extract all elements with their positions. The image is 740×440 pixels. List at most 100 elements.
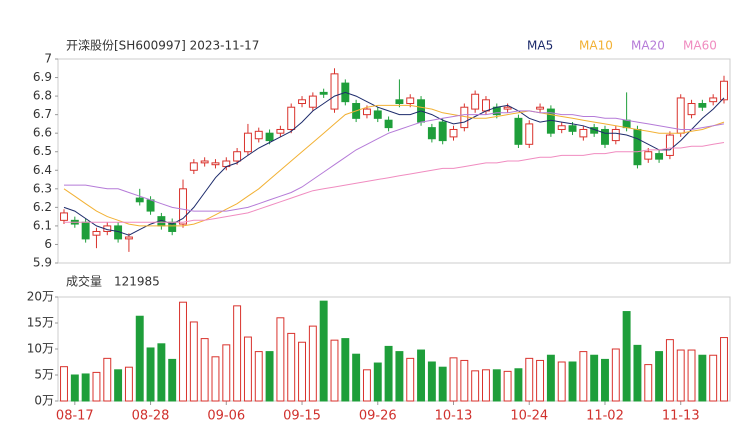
volume-bar	[622, 311, 631, 402]
candle-body	[460, 106, 469, 129]
volume-bar	[81, 373, 90, 402]
volume-bar	[698, 354, 707, 402]
volume-tick-label: 15万	[27, 316, 54, 330]
x-tick-label: 08-28	[132, 409, 170, 424]
volume-bar	[492, 369, 501, 402]
candle-body	[579, 128, 588, 138]
volume-bar	[135, 315, 144, 402]
candle-body	[81, 221, 90, 240]
y-tick-label: 6.1	[33, 218, 52, 232]
y-tick-label: 6.2	[33, 200, 52, 214]
volume-tick-label: 5万	[34, 368, 54, 382]
volume-bar	[276, 317, 285, 402]
candle-body	[557, 125, 566, 130]
volume-bar	[352, 353, 361, 402]
ma-line	[64, 110, 725, 212]
volume-latest: 121985	[114, 275, 160, 289]
volume-tick-label: 10万	[27, 342, 54, 356]
volume-bar	[211, 356, 220, 402]
volume-bar	[536, 359, 545, 402]
volume-bar	[362, 369, 371, 402]
candle-body	[319, 91, 328, 95]
volume-bar	[254, 351, 263, 402]
volume-tick-label: 0万	[34, 394, 54, 408]
legend-label: MA5	[527, 39, 553, 53]
ma-line	[63, 91, 725, 236]
volume-bar	[579, 351, 588, 402]
volume-bar	[243, 336, 252, 402]
candle-body	[503, 106, 512, 110]
x-tick-label: 11-02	[586, 409, 624, 424]
volume-bar	[644, 364, 653, 402]
volume-bar	[503, 370, 512, 402]
candle-body	[709, 97, 718, 103]
candle-body	[298, 99, 306, 105]
candle-body	[233, 151, 242, 162]
candle-body	[427, 127, 436, 140]
volume-bar	[287, 332, 296, 402]
volume-bar	[406, 357, 415, 402]
y-tick-label: 6.8	[33, 89, 52, 103]
volume-bar	[687, 349, 696, 402]
ma-line	[63, 104, 725, 227]
candle-body	[536, 106, 545, 110]
candle-body	[135, 197, 144, 203]
volume-bar	[557, 361, 566, 402]
volume-bar	[103, 357, 112, 402]
volume-bar	[655, 351, 664, 402]
volume-bar	[460, 359, 469, 402]
volume-bar	[471, 370, 480, 402]
candle-body	[200, 160, 209, 164]
candle-body	[395, 99, 404, 105]
candle-body	[449, 128, 458, 138]
candle-body	[482, 99, 490, 112]
candle-body	[611, 128, 620, 142]
chart-title: 开滦股份[SH600997] 2023-11-17	[66, 38, 259, 53]
volume-label: 成交量	[66, 274, 102, 289]
candle-body	[676, 97, 685, 134]
candle-body	[514, 117, 523, 145]
volume-bar	[124, 366, 133, 402]
candle-body	[308, 95, 317, 108]
legend-label: MA10	[579, 39, 613, 53]
volume-bar	[146, 347, 155, 402]
volume-bar	[601, 358, 609, 402]
candle-body	[644, 151, 653, 160]
volume-bar	[665, 339, 674, 402]
volume-bar	[114, 369, 123, 402]
volume-bar	[438, 366, 447, 402]
y-tick-label: 6.4	[33, 163, 52, 177]
volume-bar	[611, 348, 620, 402]
volume-bar	[168, 358, 177, 402]
x-tick-label: 08-17	[56, 409, 94, 424]
volume-bar	[179, 301, 187, 402]
volume-bar	[189, 321, 198, 402]
candle-body	[362, 108, 371, 116]
candle-body	[655, 153, 664, 160]
x-tick-label: 09-26	[359, 409, 397, 424]
volume-bar	[319, 300, 328, 402]
y-tick-label: 6.9	[33, 70, 52, 84]
candle-body	[60, 212, 68, 221]
candle-body	[622, 119, 631, 129]
volume-bar	[222, 344, 231, 402]
volume-bar	[720, 337, 728, 402]
volume-bar	[514, 368, 523, 402]
volume-bar	[384, 345, 393, 402]
candle-body	[568, 125, 577, 132]
volume-bar	[330, 339, 339, 402]
legend-label: MA20	[631, 39, 665, 53]
y-tick-label: 6.7	[33, 107, 52, 121]
candle-body	[687, 103, 696, 116]
candle-body	[92, 230, 101, 236]
x-tick-label: 09-06	[207, 409, 245, 424]
candle-body	[243, 132, 252, 153]
volume-tick-label: 20万	[27, 290, 54, 304]
y-tick-label: 5.9	[33, 256, 52, 270]
volume-bar	[395, 351, 404, 402]
volume-bar	[341, 338, 350, 402]
candle-body	[265, 132, 274, 142]
volume-bar	[482, 369, 490, 402]
candle-body	[254, 130, 263, 140]
candle-body	[601, 128, 609, 145]
